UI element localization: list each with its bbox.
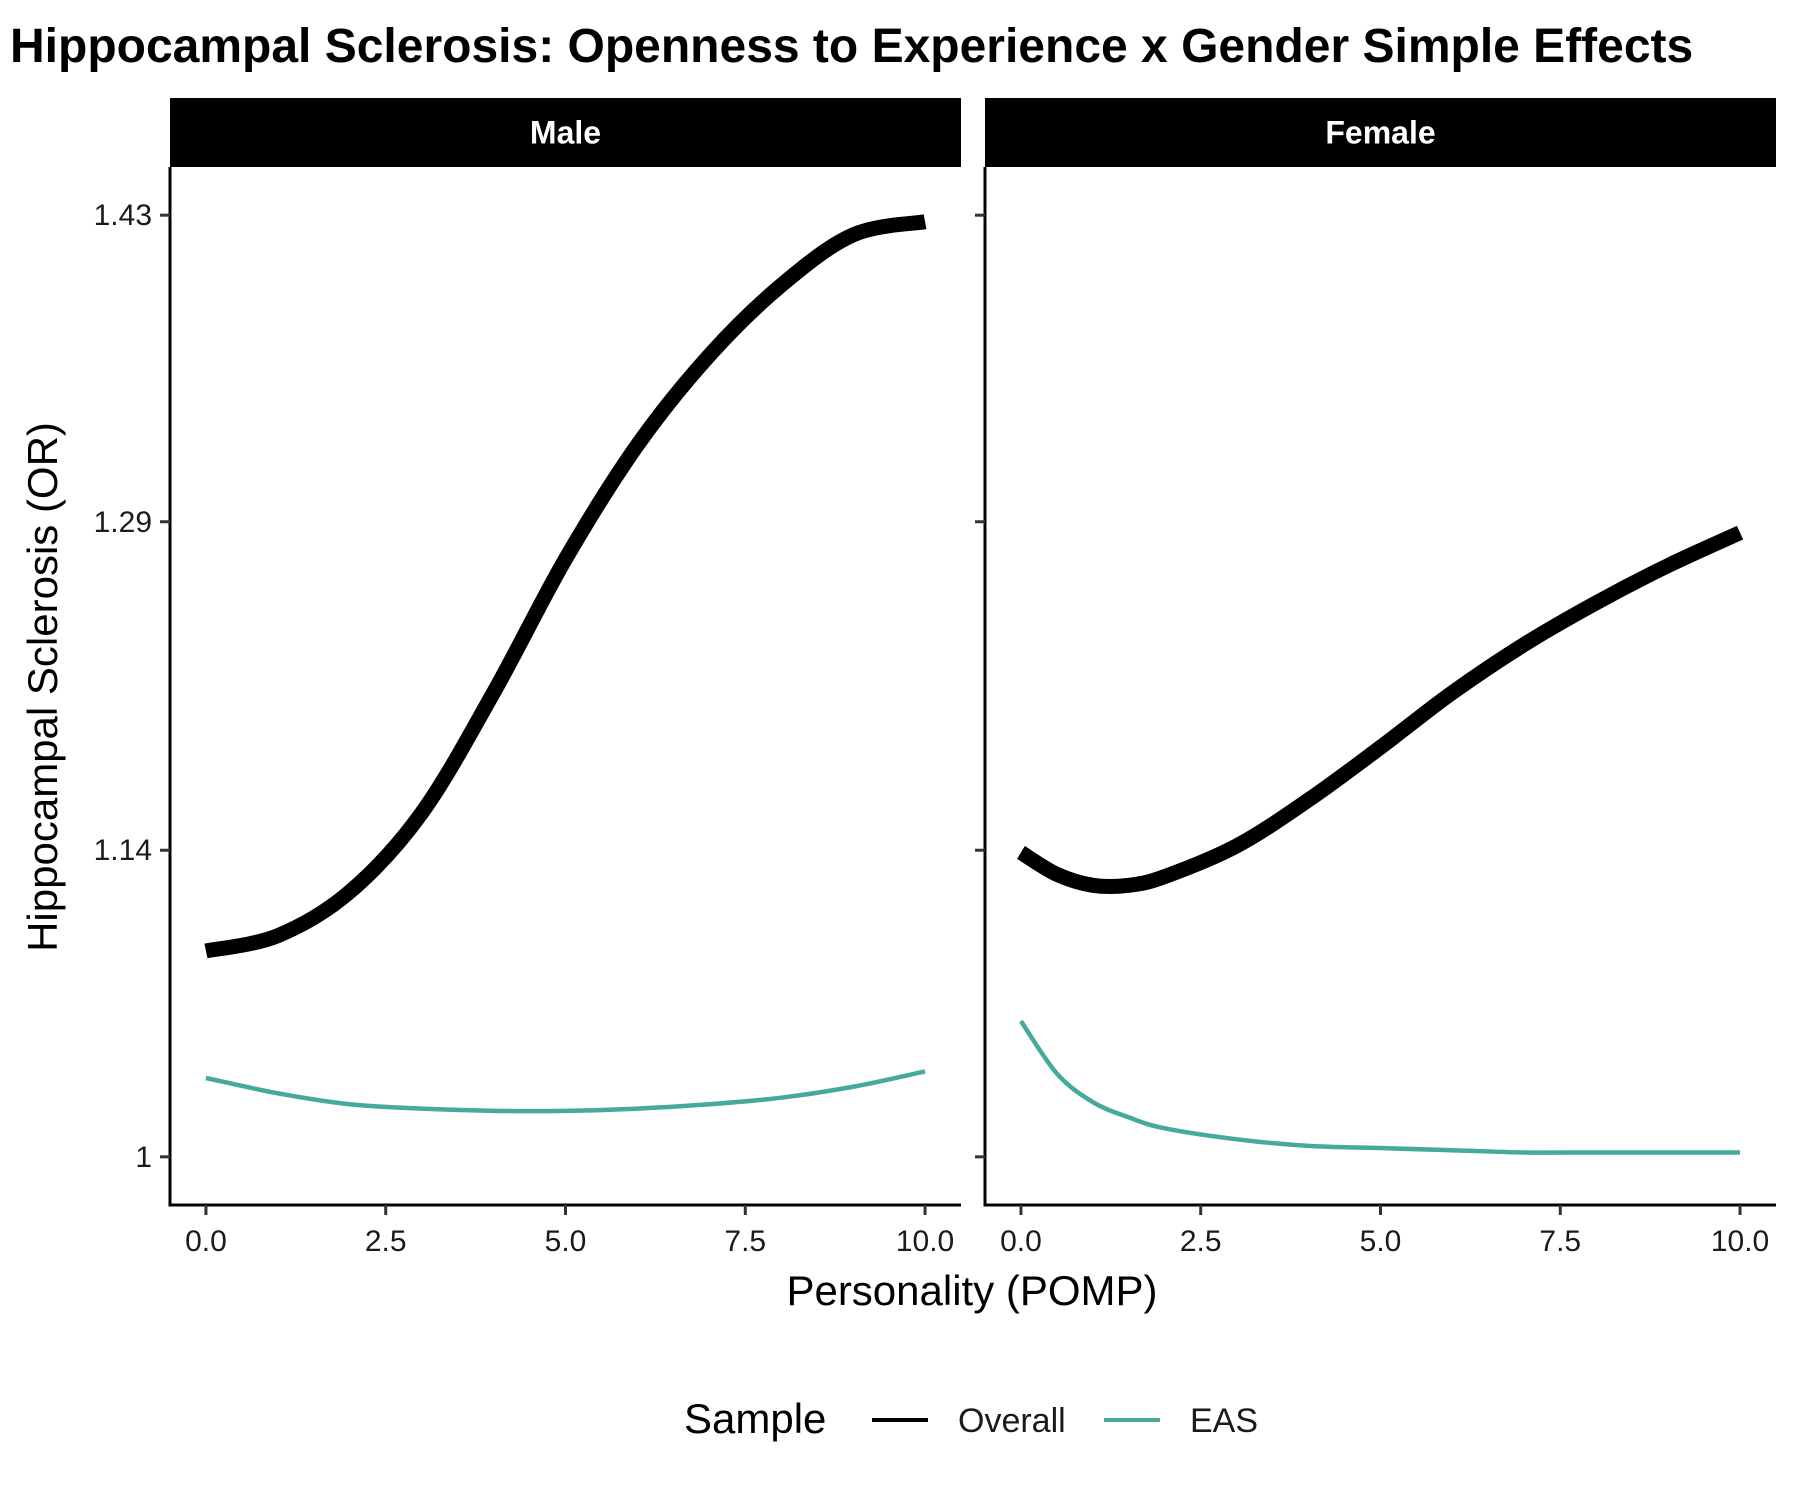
x-tick-label: 5.0: [1360, 1225, 1402, 1258]
x-tick-label: 0.0: [1000, 1225, 1042, 1258]
x-axis-title: Personality (POMP): [786, 1267, 1157, 1314]
facet-female: Female 0.0 2.5 5.0 7.5 10.0: [975, 98, 1776, 1258]
y-tick-label: 1: [135, 1141, 152, 1174]
series-line-eas-female: [1019, 1019, 1741, 1155]
legend-label-eas: EAS: [1190, 1402, 1258, 1440]
facet-male: Male 1 1.14 1.29 1.43 0.0 2.5 5.0 7.5 10.0: [94, 98, 961, 1258]
legend-label-overall: Overall: [958, 1402, 1066, 1440]
series-line-overall-female: [1016, 525, 1744, 895]
x-tick-label: 0.0: [185, 1225, 227, 1258]
x-tick-label: 5.0: [545, 1225, 587, 1258]
x-tick-label: 2.5: [365, 1225, 407, 1258]
y-tick-label: 1.29: [94, 506, 152, 539]
legend-title: Sample: [684, 1395, 826, 1442]
x-tick-label: 7.5: [1539, 1225, 1581, 1258]
facet-strip-female: [985, 98, 1776, 167]
facet-strip-male: [170, 98, 961, 167]
x-tick-label: 7.5: [724, 1225, 766, 1258]
x-tick-label: 2.5: [1180, 1225, 1222, 1258]
facet-strip-label-female: Female: [1325, 115, 1435, 151]
series-line-eas-male: [205, 1069, 926, 1114]
legend-items: Overall EAS: [872, 1402, 1258, 1440]
facet-strip-label-male: Male: [530, 115, 601, 151]
x-tick-label: 10.0: [1711, 1225, 1769, 1258]
x-tick-label: 10.0: [896, 1225, 954, 1258]
y-tick-label: 1.43: [94, 199, 152, 232]
y-axis-title: Hippocampal Sclerosis (OR): [19, 422, 66, 952]
legend: Sample Overall EAS: [684, 1395, 1258, 1442]
chart-title: Hippocampal Sclerosis: Openness to Exper…: [10, 20, 1693, 73]
series-line-overall-male: [204, 214, 927, 959]
y-tick-label: 1.14: [94, 834, 152, 867]
facet-panels: Male 1 1.14 1.29 1.43 0.0 2.5 5.0 7.5 10.0 Female 0…: [94, 98, 1776, 1258]
